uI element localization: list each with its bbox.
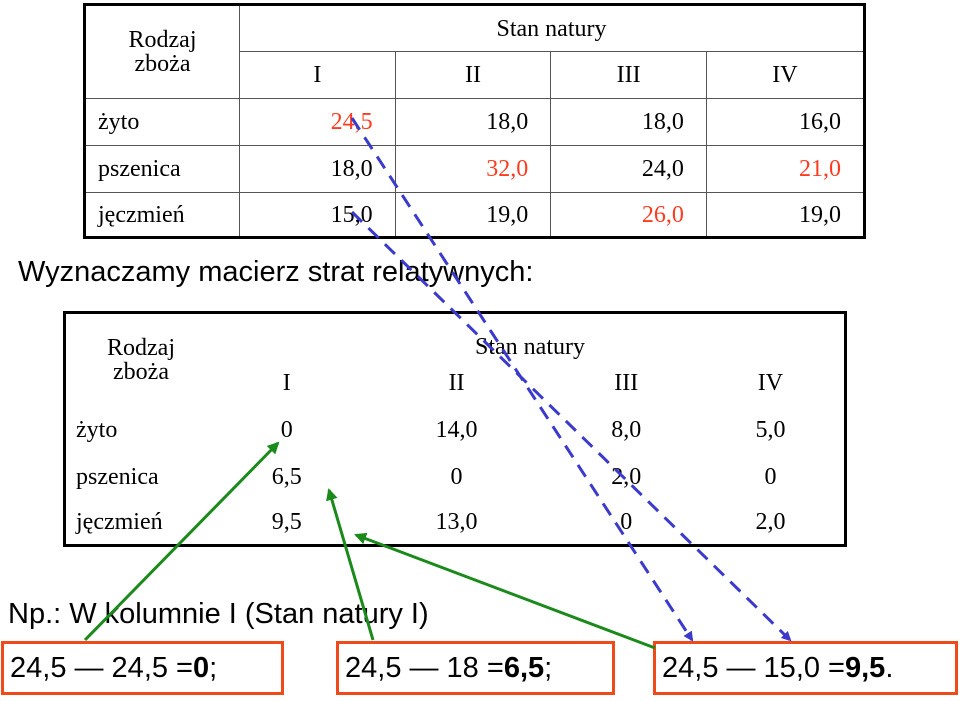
row-label: jęczmień bbox=[76, 509, 163, 536]
column-header: III bbox=[614, 369, 639, 396]
table-cell: 2,0 bbox=[755, 509, 786, 536]
corner-header: Rodzaj zboża bbox=[65, 313, 217, 407]
section-heading: Wyznaczamy macierz strat relatywnych: bbox=[18, 256, 534, 288]
table-cell: 18,0 bbox=[239, 145, 396, 193]
row-label: żyto bbox=[76, 417, 118, 443]
table-cell: 26,0 bbox=[550, 192, 707, 238]
table-cell: 0 bbox=[450, 464, 463, 490]
table-cell: 21,0 bbox=[705, 145, 866, 193]
column-header: II bbox=[448, 369, 465, 396]
table-cell: 16,0 bbox=[705, 98, 866, 146]
table-cell: 24,0 bbox=[550, 145, 707, 193]
column-header: IV bbox=[757, 369, 784, 396]
table-cell: 18,0 bbox=[550, 98, 707, 146]
table-cell: 9,5 bbox=[271, 509, 302, 536]
column-header: II bbox=[394, 51, 552, 99]
table-cell: 15,0 bbox=[239, 192, 396, 238]
table-cell: 19,0 bbox=[394, 192, 552, 238]
calc-terminator: ; bbox=[209, 651, 218, 684]
calc-result: 6,5 bbox=[503, 651, 545, 684]
table-cell: 2,0 bbox=[611, 464, 642, 490]
column-header: IV bbox=[705, 51, 866, 99]
corner-label-line2: zboża bbox=[134, 51, 191, 77]
table-row: pszenica 18,0 32,0 24,0 21,0 bbox=[84, 145, 866, 193]
calc-result: 0 bbox=[193, 651, 210, 684]
table-cell: 5,0 bbox=[755, 417, 786, 443]
calc-terminator: ; bbox=[544, 651, 553, 684]
calc-expression: 24,5 — 18 = bbox=[345, 651, 504, 684]
table-row: żyto 0 14,0 8,0 5,0 bbox=[65, 407, 846, 454]
table-title: Stan natury bbox=[239, 4, 865, 52]
table-cell: 18,0 bbox=[394, 98, 552, 146]
table-row: jęczmień 15,0 19,0 26,0 19,0 bbox=[84, 192, 866, 238]
loss-table: Rodzaj zboża Stan natury I II III IV żyt… bbox=[63, 311, 847, 547]
corner-header: Rodzaj zboża bbox=[84, 4, 240, 99]
column-header: I bbox=[239, 51, 396, 99]
table-cell: 13,0 bbox=[435, 509, 478, 536]
row-label: żyto bbox=[84, 98, 240, 146]
calc-expression: 24,5 — 24,5 = bbox=[10, 651, 193, 684]
table-row: pszenica 6,5 0 2,0 0 bbox=[65, 454, 846, 501]
row-label: jęczmień bbox=[84, 192, 240, 238]
row-label: pszenica bbox=[84, 145, 240, 193]
payoff-table: Rodzaj zboża Stan natury I II III IV żyt… bbox=[83, 3, 866, 239]
table-cell: 0 bbox=[620, 509, 633, 536]
calc-result: 9,5 bbox=[845, 651, 886, 684]
calculation-box-2: 24,5 — 18 = 6,5; bbox=[336, 641, 615, 695]
corner-label-line2: zboża bbox=[113, 359, 169, 386]
table-cell: 0 bbox=[280, 417, 293, 443]
column-header: I bbox=[282, 369, 291, 396]
table-cell: 19,0 bbox=[705, 192, 866, 238]
green-arrow bbox=[354, 532, 656, 650]
table-cell: 6,5 bbox=[271, 464, 302, 490]
table-row: jęczmień 9,5 13,0 0 2,0 bbox=[65, 501, 846, 546]
calc-terminator: . bbox=[885, 651, 894, 684]
table-cell: 14,0 bbox=[435, 417, 478, 443]
table-cell: 8,0 bbox=[611, 417, 642, 443]
table-title: Stan natury bbox=[475, 333, 585, 360]
table-cell: 0 bbox=[764, 464, 777, 490]
table-cell: 24,5 bbox=[239, 98, 396, 146]
table-cell: 32,0 bbox=[394, 145, 552, 193]
column-header: III bbox=[550, 51, 707, 99]
row-label: pszenica bbox=[76, 464, 159, 490]
corner-label-line1: Rodzaj bbox=[107, 335, 175, 362]
corner-label-line1: Rodzaj bbox=[128, 27, 197, 53]
calc-expression: 24,5 — 15,0 = bbox=[662, 651, 845, 684]
calculation-box-3: 24,5 — 15,0 = 9,5. bbox=[653, 641, 958, 695]
table-row: żyto 24,5 18,0 18,0 16,0 bbox=[84, 98, 866, 146]
example-intro: Np.: W kolumnie I (Stan natury I) bbox=[8, 598, 429, 630]
calculation-box-1: 24,5 — 24,5 = 0; bbox=[1, 641, 284, 695]
